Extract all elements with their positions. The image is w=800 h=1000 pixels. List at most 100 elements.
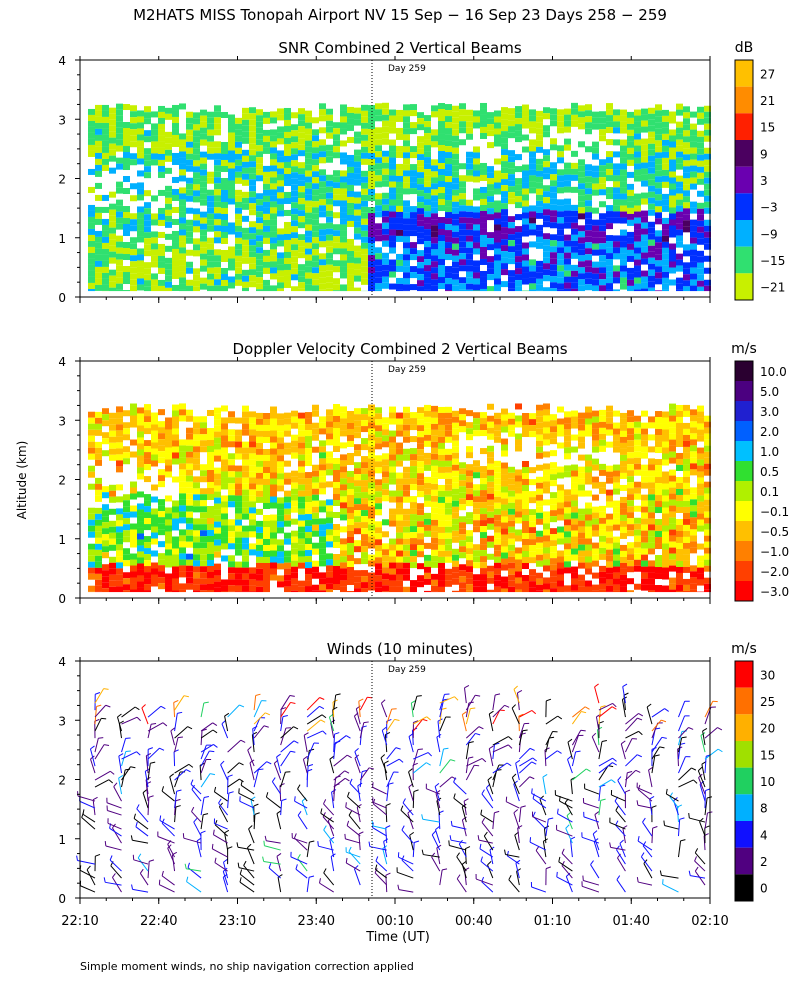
heatmap-cell xyxy=(137,431,144,438)
panel-doppler-field xyxy=(88,403,711,593)
heatmap-cell xyxy=(333,464,340,471)
heatmap-cell xyxy=(116,205,123,212)
heatmap-cell xyxy=(669,117,676,124)
heatmap-cell xyxy=(123,410,130,417)
heatmap-cell xyxy=(494,254,501,261)
heatmap-cell xyxy=(508,174,515,181)
heatmap-cell xyxy=(487,118,494,125)
heatmap-cell xyxy=(452,141,459,148)
heatmap-cell xyxy=(242,483,249,490)
colorbar-swatch xyxy=(735,501,753,521)
heatmap-cell xyxy=(690,171,697,178)
heatmap-cell xyxy=(592,231,599,238)
heatmap-cell xyxy=(116,271,123,278)
heatmap-cell xyxy=(613,277,620,284)
heatmap-cell xyxy=(130,541,137,548)
heatmap-cell xyxy=(417,178,424,185)
heatmap-cell xyxy=(214,503,221,510)
heatmap-cell xyxy=(410,508,417,515)
heatmap-cell xyxy=(186,541,193,548)
heatmap-cell xyxy=(277,174,284,181)
heatmap-cell xyxy=(382,210,389,217)
heatmap-cell xyxy=(270,231,277,238)
heatmap-cell xyxy=(459,175,466,182)
heatmap-cell xyxy=(438,175,445,182)
wind-barb xyxy=(116,716,123,732)
heatmap-cell xyxy=(207,267,214,274)
heatmap-cell xyxy=(361,110,368,117)
heatmap-cell xyxy=(354,191,361,198)
heatmap-cell xyxy=(333,212,340,219)
heatmap-cell xyxy=(95,525,102,532)
heatmap-cell xyxy=(648,131,655,138)
heatmap-cell xyxy=(305,158,312,165)
heatmap-cell xyxy=(592,279,599,286)
heatmap-cell xyxy=(487,274,494,281)
heatmap-cell xyxy=(403,116,410,123)
heatmap-cell xyxy=(151,147,158,154)
heatmap-cell xyxy=(529,145,536,152)
heatmap-cell xyxy=(242,477,249,484)
heatmap-cell xyxy=(550,438,557,445)
heatmap-cell xyxy=(88,513,95,520)
heatmap-cell xyxy=(571,204,578,211)
heatmap-cell xyxy=(298,556,305,563)
heatmap-cell xyxy=(102,516,109,523)
heatmap-cell xyxy=(466,494,473,501)
heatmap-cell xyxy=(144,130,151,137)
heatmap-cell xyxy=(305,496,312,503)
heatmap-cell xyxy=(543,251,550,258)
heatmap-cell xyxy=(179,559,186,566)
heatmap-cell xyxy=(144,476,151,483)
heatmap-cell xyxy=(585,104,592,111)
heatmap-cell xyxy=(431,189,438,196)
heatmap-cell xyxy=(543,173,550,180)
wind-barb-feather xyxy=(105,704,111,708)
heatmap-cell xyxy=(515,487,522,494)
heatmap-cell xyxy=(263,520,270,527)
heatmap-cell xyxy=(438,121,445,128)
heatmap-cell xyxy=(389,259,396,266)
heatmap-cell xyxy=(165,423,172,430)
heatmap-cell xyxy=(424,121,431,128)
heatmap-cell xyxy=(697,148,704,155)
heatmap-cell xyxy=(403,260,410,267)
colorbar-label: −21 xyxy=(760,281,785,295)
heatmap-cell xyxy=(277,228,284,235)
heatmap-cell xyxy=(151,273,158,280)
heatmap-cell xyxy=(564,591,571,593)
heatmap-cell xyxy=(662,175,669,182)
heatmap-cell xyxy=(403,152,410,159)
heatmap-cell xyxy=(655,104,662,111)
heatmap-cell xyxy=(326,228,333,235)
heatmap-cell xyxy=(130,553,137,560)
heatmap-cell xyxy=(389,472,396,479)
heatmap-cell xyxy=(473,278,480,285)
heatmap-cell xyxy=(536,488,543,495)
heatmap-cell xyxy=(277,276,284,283)
heatmap-cell xyxy=(655,230,662,237)
heatmap-cell xyxy=(319,422,326,429)
wind-barb-feather xyxy=(103,688,109,690)
heatmap-cell xyxy=(172,242,179,249)
heatmap-cell xyxy=(690,219,697,226)
heatmap-cell xyxy=(613,115,620,122)
heatmap-cell xyxy=(130,105,137,112)
heatmap-cell xyxy=(634,469,641,476)
heatmap-cell xyxy=(123,146,130,153)
heatmap-cell xyxy=(564,144,571,151)
heatmap-cell xyxy=(438,229,445,236)
heatmap-cell xyxy=(172,404,179,411)
heatmap-cell xyxy=(445,532,452,539)
heatmap-cell xyxy=(165,579,172,586)
heatmap-cell xyxy=(375,455,382,462)
colorbar-label: 3.0 xyxy=(760,405,779,419)
heatmap-cell xyxy=(312,470,319,477)
heatmap-cell xyxy=(536,560,543,567)
heatmap-cell xyxy=(445,158,452,165)
heatmap-cell xyxy=(690,469,697,476)
heatmap-cell xyxy=(326,415,333,422)
heatmap-cell xyxy=(130,243,137,250)
heatmap-cell xyxy=(109,412,116,419)
heatmap-cell xyxy=(403,454,410,461)
